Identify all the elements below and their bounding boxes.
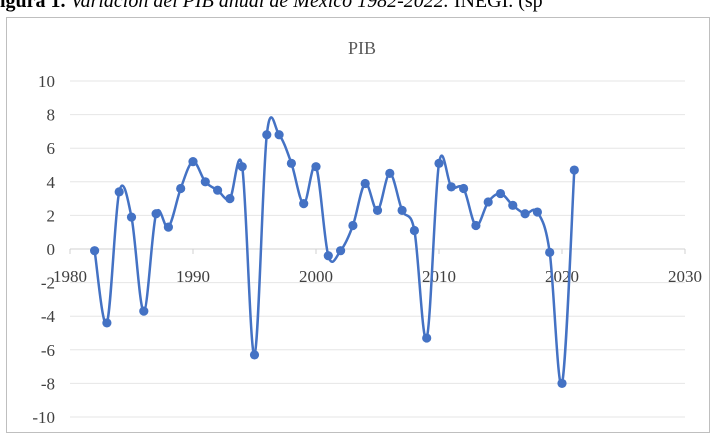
data-point <box>422 333 432 343</box>
data-point <box>508 200 518 210</box>
x-tick-label: 2030 <box>668 267 702 286</box>
data-point <box>520 209 530 219</box>
y-tick-label: -6 <box>41 341 55 360</box>
data-point <box>557 378 567 388</box>
data-point <box>176 183 186 194</box>
data-point <box>495 188 506 199</box>
data-point <box>323 251 333 261</box>
y-tick-label: -2 <box>41 274 55 293</box>
data-point <box>151 209 161 219</box>
figure-caption-source: INEGI. (sp <box>448 0 543 12</box>
figure-caption: igura 1. Variación del PIB anual de Méxi… <box>0 0 543 13</box>
data-point <box>459 183 469 194</box>
x-tick-label: 1980 <box>53 267 87 286</box>
data-point <box>434 158 444 168</box>
x-tick-label: 2020 <box>545 267 579 286</box>
data-point <box>225 194 235 204</box>
data-point <box>348 220 358 231</box>
y-tick-labels: -10 -8 -6 -4 -2 0 2 4 6 8 10 <box>32 72 55 427</box>
data-point <box>409 225 419 236</box>
figure-caption-text: Variación del PIB anual de México 1982-2… <box>65 0 449 12</box>
y-tick-label: 6 <box>47 139 56 158</box>
data-point <box>372 205 383 215</box>
y-tick-label: -10 <box>32 408 55 427</box>
y-tick-label: -8 <box>41 374 55 393</box>
data-point <box>286 158 296 168</box>
y-tick-label: 2 <box>47 206 56 225</box>
x-tick-label: 2010 <box>422 267 456 286</box>
data-point <box>262 130 272 140</box>
y-tick-label: 4 <box>47 173 56 192</box>
data-point <box>336 246 346 256</box>
y-tick-label: 0 <box>47 240 56 259</box>
data-point <box>360 178 370 189</box>
y-tick-label: 10 <box>38 72 55 91</box>
data-point <box>114 187 124 197</box>
data-point <box>213 185 223 195</box>
data-point <box>90 246 100 256</box>
data-point <box>385 168 395 178</box>
data-point <box>311 162 321 172</box>
chart-title: PIB <box>348 38 376 58</box>
figure-caption-label: igura 1. <box>0 0 66 12</box>
data-point <box>249 350 260 360</box>
chart-frame: -10 -8 -6 -4 -2 0 2 4 6 8 10 1980 1990 2000 2010 2020 2… <box>6 17 710 433</box>
data-point <box>200 177 210 187</box>
data-point <box>545 247 555 257</box>
x-tick-label: 1990 <box>176 267 210 286</box>
data-point <box>237 162 247 172</box>
pib-chart: -10 -8 -6 -4 -2 0 2 4 6 8 10 1980 1990 2000 2010 2020 2… <box>32 38 702 427</box>
data-point <box>532 207 543 217</box>
y-tick-label: -4 <box>41 307 56 326</box>
series-line <box>93 116 576 386</box>
gridlines <box>69 80 686 418</box>
data-point <box>483 197 493 207</box>
data-point <box>397 205 407 215</box>
data-point <box>471 220 481 231</box>
x-tick-label: 2000 <box>299 267 333 286</box>
data-point <box>126 212 137 222</box>
data-point <box>299 199 309 209</box>
data-point <box>569 165 579 175</box>
data-point <box>188 157 198 167</box>
data-point <box>102 318 112 328</box>
data-points <box>90 130 579 388</box>
data-point <box>139 306 149 316</box>
data-point <box>446 182 456 192</box>
y-tick-label: 8 <box>47 106 56 125</box>
data-point <box>274 130 284 140</box>
data-point <box>163 222 173 232</box>
